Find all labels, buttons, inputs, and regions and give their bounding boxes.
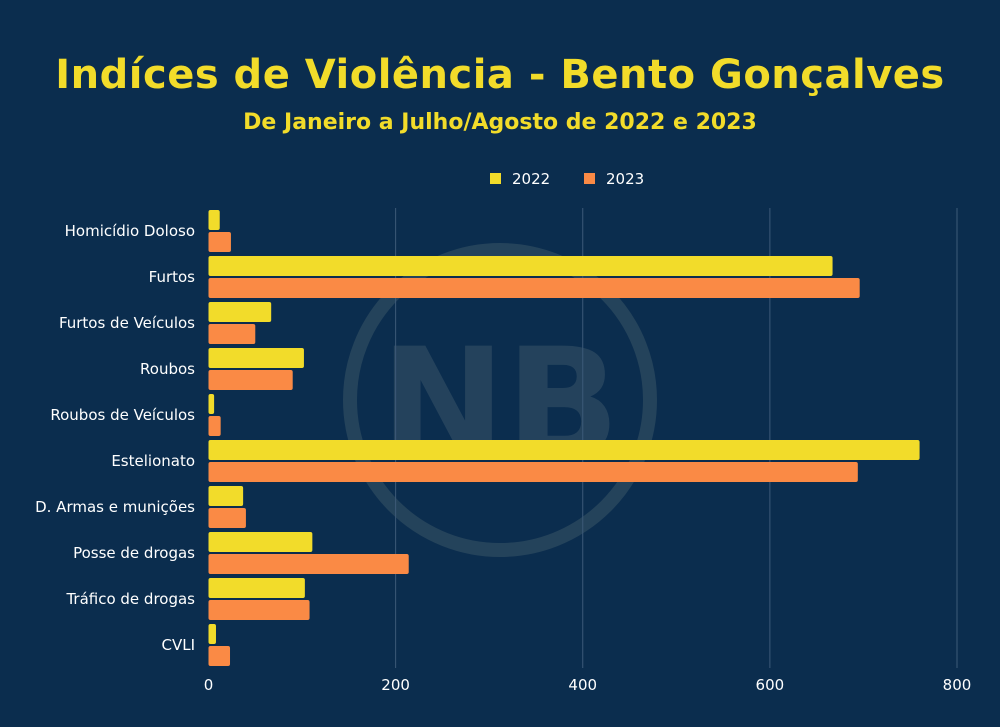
bar-2023 — [208, 324, 256, 344]
bar-2022 — [208, 624, 216, 644]
category-label: CVLI — [161, 636, 195, 654]
bar-2023 — [208, 232, 231, 252]
chart-title: Indíces de Violência - Bento Gonçalves — [55, 52, 945, 98]
legend-swatch-2023 — [584, 173, 595, 184]
bar-2022 — [208, 578, 305, 598]
category-label: Roubos — [140, 360, 195, 378]
category-label: Roubos de Veículos — [50, 406, 195, 424]
x-tick-label: 600 — [756, 676, 785, 694]
x-tick-label: 200 — [381, 676, 410, 694]
bar-2023 — [208, 370, 293, 390]
x-tick-label: 800 — [943, 676, 972, 694]
bar-2023 — [208, 508, 246, 528]
x-tick-label: 400 — [568, 676, 597, 694]
bar-2022 — [208, 440, 920, 460]
bar-2023 — [208, 554, 409, 574]
bar-2023 — [208, 600, 310, 620]
bar-2022 — [208, 486, 244, 506]
category-label: Furtos — [149, 268, 196, 286]
category-label: Posse de drogas — [73, 544, 195, 562]
category-label: Furtos de Veículos — [59, 314, 195, 332]
bar-2022 — [208, 256, 833, 276]
category-label: D. Armas e munições — [35, 498, 195, 516]
bar-2023 — [208, 462, 858, 482]
watermark-circle — [343, 243, 657, 557]
category-label: Tráfico de drogas — [65, 590, 195, 608]
bar-2023 — [208, 416, 221, 436]
legend-label-2023: 2023 — [606, 170, 644, 188]
bar-2022 — [208, 394, 215, 414]
category-label: Estelionato — [111, 452, 195, 470]
bar-2022 — [208, 210, 220, 230]
legend-swatch-2022 — [490, 173, 501, 184]
bar-2022 — [208, 302, 272, 322]
bar-2023 — [208, 278, 860, 298]
bar-2022 — [208, 348, 304, 368]
category-label: Homicídio Doloso — [65, 222, 195, 240]
x-tick-label: 0 — [204, 676, 214, 694]
chart-subtitle: De Janeiro a Julho/Agosto de 2022 e 2023 — [243, 110, 757, 135]
legend-label-2022: 2022 — [512, 170, 550, 188]
bar-2022 — [208, 532, 313, 552]
bar-2023 — [208, 646, 231, 666]
